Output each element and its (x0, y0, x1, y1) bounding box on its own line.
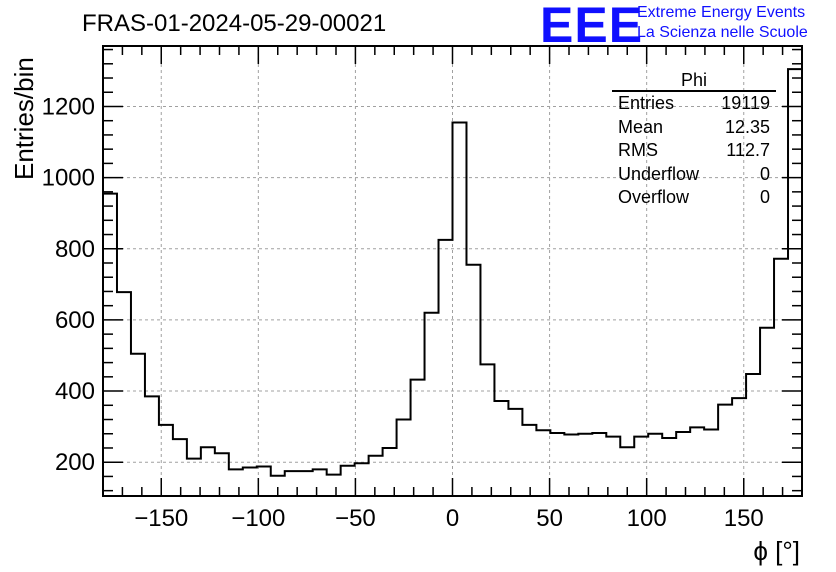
stats-value: 0 (759, 187, 770, 207)
y-tick-label: 600 (55, 307, 95, 334)
stats-box: Phi Entries 19119 Mean 12.35 RMS 112.7 U… (612, 70, 776, 210)
stats-label: RMS (618, 140, 658, 160)
stats-row-rms: RMS 112.7 (612, 139, 776, 163)
stats-row-mean: Mean 12.35 (612, 116, 776, 140)
stats-value: 12.35 (724, 116, 770, 137)
y-axis-label: Entries/bin (9, 57, 39, 180)
logo-caption-line2: La Scienza nelle Scuole (637, 24, 808, 41)
axis-ticks (103, 46, 802, 496)
stats-box-title: Phi (612, 70, 776, 92)
y-tick-label: 1000 (42, 165, 95, 192)
stats-row-underflow: Underflow 0 (612, 163, 776, 187)
chart-title: FRAS-01-2024-05-29-00021 (82, 10, 387, 37)
stats-row-entries: Entries 19119 (612, 92, 776, 116)
logo-caption-line1: Extreme Energy Events (637, 4, 806, 21)
x-tick-label: 100 (627, 505, 667, 532)
grid-lines (103, 46, 802, 496)
x-tick-label: 150 (724, 505, 764, 532)
x-tick-label: −50 (335, 505, 376, 532)
stats-label: Overflow (618, 187, 690, 207)
stats-label: Mean (618, 116, 664, 137)
stats-value: 19119 (721, 93, 770, 113)
stats-value: 0 (759, 163, 770, 184)
y-tick-label: 400 (55, 378, 95, 405)
y-tick-label: 1200 (42, 93, 95, 120)
y-tick-labels: 200 400 600 800 1000 1200 (42, 93, 95, 476)
logo-caption: Extreme Energy Events La Scienza nelle S… (637, 3, 808, 43)
stats-label: Entries (618, 93, 675, 113)
x-tick-label: −100 (231, 505, 285, 532)
y-tick-label: 200 (55, 449, 95, 476)
eee-logo: EEE (540, 0, 644, 53)
x-tick-label: 50 (536, 505, 563, 532)
stats-row-overflow: Overflow 0 (612, 186, 776, 210)
x-tick-label: 0 (446, 505, 459, 532)
x-axis-label: ϕ [°] (753, 536, 800, 566)
x-tick-labels: −150 −100 −50 0 50 100 150 (134, 505, 764, 532)
y-tick-label: 800 (55, 236, 95, 263)
stats-value: 112.7 (726, 140, 770, 160)
histogram-line (102, 68, 803, 496)
stats-label: Underflow (618, 163, 700, 184)
x-tick-label: −150 (134, 505, 188, 532)
